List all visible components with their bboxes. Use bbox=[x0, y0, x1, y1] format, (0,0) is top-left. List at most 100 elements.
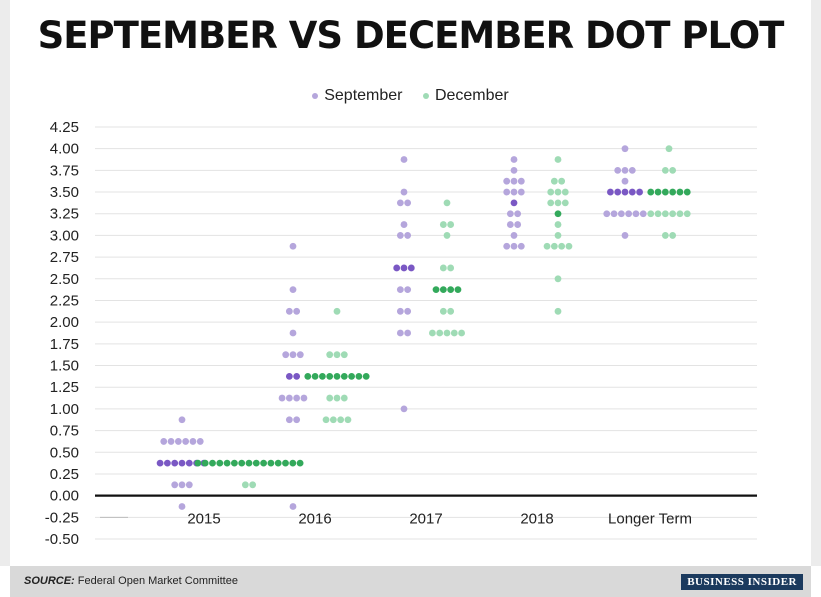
september-dot bbox=[503, 188, 511, 196]
december-dot bbox=[249, 481, 257, 489]
september-dot bbox=[503, 242, 511, 250]
december-dot bbox=[669, 232, 677, 239]
december-dot bbox=[554, 307, 562, 315]
december-dot bbox=[554, 221, 562, 228]
september-dot bbox=[178, 416, 186, 424]
september-dot bbox=[628, 166, 636, 174]
september-dot bbox=[178, 459, 186, 467]
september-dot bbox=[289, 286, 297, 294]
september-dot bbox=[621, 232, 629, 239]
september-dot bbox=[189, 438, 197, 445]
september-dot bbox=[293, 416, 301, 424]
dot-plot: 4.25 4.00 3.75 3.50 3.25 3.00 2.75 2.50 2.25 2.00… bbox=[45, 119, 757, 548]
september-dot bbox=[610, 210, 618, 218]
y-tick-label: 0.25 bbox=[50, 466, 79, 483]
september-dot bbox=[400, 188, 408, 196]
september-dot bbox=[282, 351, 290, 359]
december-dot bbox=[647, 188, 655, 196]
december-dot bbox=[554, 210, 562, 218]
september-dot bbox=[171, 481, 179, 489]
december-dot bbox=[245, 459, 253, 467]
x-category-label: Longer Term bbox=[608, 510, 692, 527]
september-dot bbox=[396, 286, 404, 294]
september-dot bbox=[396, 199, 404, 207]
y-tick-label: 1.50 bbox=[50, 358, 79, 375]
september-dot bbox=[614, 166, 622, 174]
september-dot bbox=[289, 329, 297, 337]
december-dot bbox=[683, 210, 691, 218]
september-dot bbox=[404, 329, 412, 337]
september-dot bbox=[628, 188, 636, 196]
december-dot bbox=[443, 232, 451, 239]
september-dot bbox=[514, 221, 522, 228]
december-dot bbox=[439, 307, 447, 315]
y-tick-label: -0.50 bbox=[45, 531, 79, 548]
september-dot bbox=[639, 210, 647, 218]
december-dot bbox=[432, 286, 440, 294]
y-tick-label: 0.00 bbox=[50, 488, 79, 505]
december-dot bbox=[333, 372, 341, 380]
september-dot bbox=[400, 405, 408, 413]
december-dot bbox=[561, 199, 569, 207]
legend-label-september: September bbox=[324, 87, 403, 104]
chart-title: SEPTEMBER VS DECEMBER DOT PLOT bbox=[37, 14, 785, 57]
source-text: Federal Open Market Committee bbox=[77, 575, 238, 587]
september-dot bbox=[296, 351, 304, 359]
december-dot bbox=[267, 459, 275, 467]
y-tick-label: 0.75 bbox=[50, 423, 79, 440]
december-dot bbox=[344, 416, 352, 424]
september-dot bbox=[300, 394, 308, 402]
december-dot bbox=[450, 329, 458, 337]
september-dot bbox=[404, 307, 412, 315]
september-dot bbox=[285, 394, 293, 402]
september-dot bbox=[396, 232, 404, 239]
december-dot bbox=[333, 351, 341, 359]
legend-item-december: December bbox=[422, 87, 509, 105]
december-dot bbox=[319, 372, 326, 380]
december-dot bbox=[661, 166, 669, 174]
september-dot bbox=[185, 459, 193, 467]
y-tick-label: 2.00 bbox=[50, 314, 79, 331]
september-dot bbox=[171, 459, 179, 467]
y-tick-label: 3.75 bbox=[50, 162, 79, 179]
september-dot bbox=[178, 481, 186, 489]
december-dot bbox=[333, 394, 341, 402]
x-category-label: 2015 bbox=[187, 510, 220, 527]
september-dot bbox=[510, 188, 518, 196]
september-dot bbox=[167, 438, 175, 445]
december-dot bbox=[454, 286, 462, 294]
december-dot bbox=[565, 242, 573, 250]
december-dot bbox=[322, 416, 330, 424]
september-dot bbox=[503, 177, 511, 185]
december-dot bbox=[429, 329, 436, 337]
december-dot bbox=[326, 351, 334, 359]
december-dot bbox=[439, 221, 447, 228]
december-dot bbox=[326, 372, 334, 380]
december-dot bbox=[661, 210, 669, 218]
september-dot bbox=[293, 307, 301, 315]
september-dot bbox=[285, 307, 293, 315]
december-dot bbox=[209, 459, 216, 467]
y-tick-label: 3.00 bbox=[50, 227, 79, 244]
december-dot bbox=[543, 242, 551, 250]
december-dot bbox=[665, 145, 673, 153]
december-dot bbox=[362, 372, 370, 380]
september-dot bbox=[510, 232, 518, 239]
september-dot bbox=[621, 166, 629, 174]
december-dot bbox=[669, 210, 677, 218]
x-category-label: 2016 bbox=[298, 510, 331, 527]
december-dot bbox=[550, 177, 558, 185]
y-tick-label: 1.00 bbox=[50, 401, 79, 418]
december-dot bbox=[561, 188, 569, 196]
december-dot bbox=[231, 459, 238, 467]
september-dot bbox=[156, 459, 164, 467]
september-dot bbox=[400, 221, 408, 228]
september-dot bbox=[632, 210, 640, 218]
december-dot bbox=[439, 264, 447, 272]
y-tick-label: 2.50 bbox=[50, 271, 79, 288]
september-dot bbox=[617, 210, 625, 218]
september-dot bbox=[407, 264, 415, 272]
left-border bbox=[0, 0, 10, 566]
september-dot bbox=[625, 210, 633, 218]
right-border bbox=[811, 0, 821, 566]
